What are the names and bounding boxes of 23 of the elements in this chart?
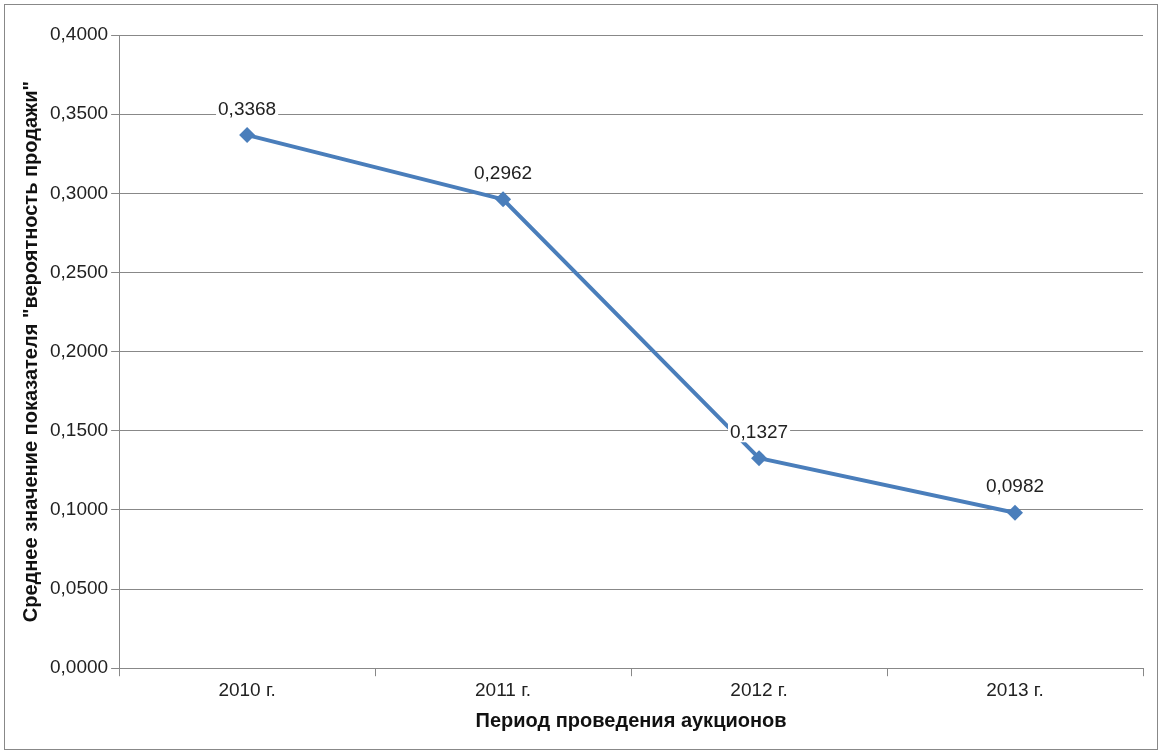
y-tick-label: 0,0500 <box>49 577 109 599</box>
y-tick-label: 0,1500 <box>49 418 109 440</box>
x-tick-label: 2012 г. <box>730 678 788 700</box>
y-tick-label: 0,3000 <box>49 181 109 203</box>
y-tick-label: 0,2000 <box>49 339 109 361</box>
x-axis-title: Период проведения аукционов <box>475 708 787 731</box>
y-tick-label: 0,0000 <box>49 656 109 678</box>
y-tick-label: 0,1000 <box>49 498 109 520</box>
data-label: 0,0982 <box>985 475 1045 497</box>
data-label: 0,3368 <box>218 97 277 119</box>
x-tick-label: 2013 г. <box>986 678 1044 700</box>
y-axis-title: Среднее значение показателя "вероятность продажи" <box>18 80 41 623</box>
x-tick-label: 2010 г. <box>218 678 276 700</box>
data-label: 0,2962 <box>474 162 533 184</box>
y-tick-label: 0,2500 <box>49 260 109 282</box>
point <box>239 127 256 144</box>
point <box>751 450 768 467</box>
point <box>1007 504 1024 521</box>
data-label: 0,1327 <box>729 420 789 442</box>
y-tick-label: 0,4000 <box>49 23 109 45</box>
y-tick-label: 0,3500 <box>49 102 109 124</box>
point <box>495 191 512 208</box>
x-tick-label: 2011 г. <box>475 678 532 700</box>
